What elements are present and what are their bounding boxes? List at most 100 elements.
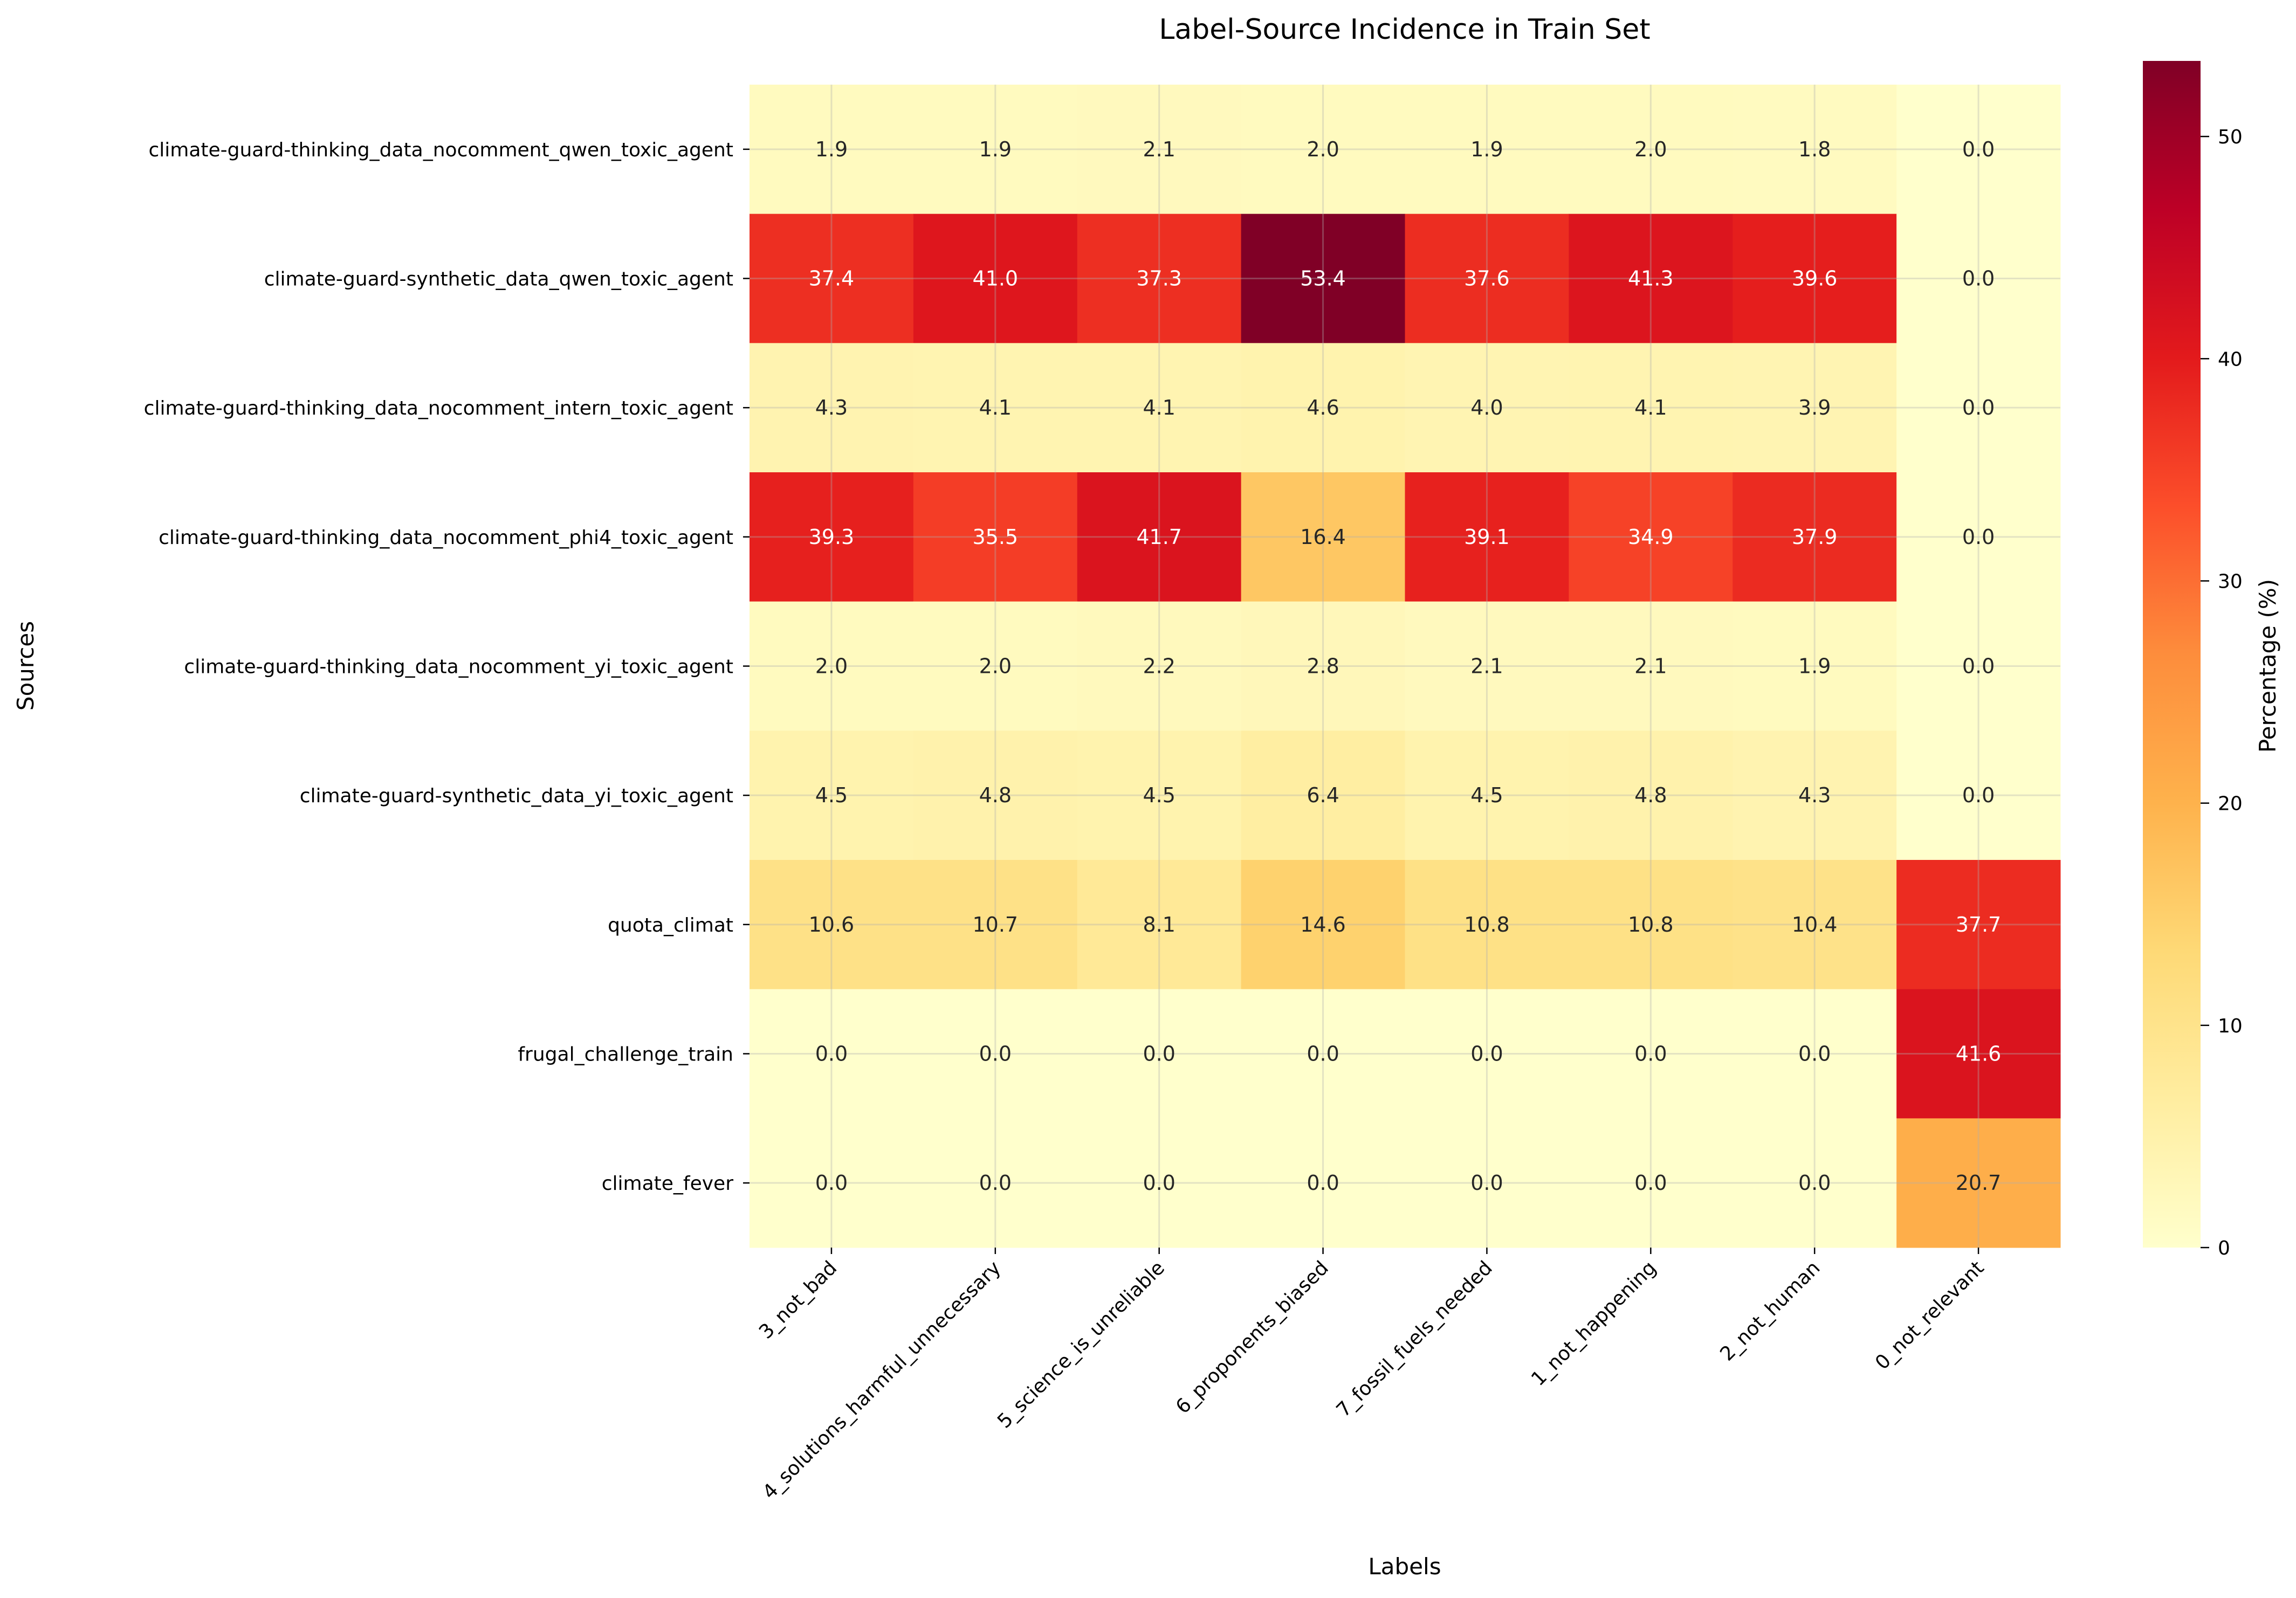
x-tick-label: 5_science_is_unreliable [993,1257,1169,1432]
cell-value-label: 39.3 [809,525,855,549]
cell-value-label: 37.9 [1792,525,1838,549]
heatmap-cell [1241,343,1405,473]
cell-value-label: 14.6 [1300,913,1346,936]
heatmap-cells [750,85,2061,1248]
cell-value-label: 0.0 [979,1042,1012,1066]
heatmap-cell [1077,860,1242,990]
heatmap-cell [1896,213,2061,343]
colorbar-label: Percentage (%) [2254,579,2281,753]
heatmap-cell [750,731,914,860]
heatmap-cell [1077,1118,1242,1248]
cell-value-label: 37.3 [1136,267,1182,291]
cell-value-label: 3.9 [1798,396,1831,419]
heatmap-cell [913,860,1078,990]
heatmap-cell [1733,989,1897,1119]
cell-value-label: 39.1 [1464,525,1510,549]
heatmap-cell [1896,989,2061,1119]
heatmap-cell [1405,860,1569,990]
heatmap-cell [1241,85,1405,215]
cell-value-label: 0.0 [1798,1171,1831,1195]
cell-value-label: 37.6 [1464,267,1510,291]
heatmap-cell [1733,1118,1897,1248]
cell-value-label: 1.9 [1470,137,1503,161]
cell-value-label: 16.4 [1300,525,1346,549]
cell-value-label: 0.0 [1962,655,1995,678]
chart-title: Label-Source Incidence in Train Set [1159,13,1650,46]
cell-value-label: 2.0 [1634,137,1667,161]
cell-value-label: 0.0 [1962,783,1995,807]
cell-value-label: 10.6 [809,913,855,936]
heatmap-cell [1241,472,1405,602]
grid-lines [750,85,2060,1248]
heatmap-cell [1405,213,1569,343]
colorbar-tick-label: 40 [2218,348,2243,370]
heatmap-cell [1569,472,1733,602]
heatmap-cell [913,989,1078,1119]
heatmap-cell [1241,731,1405,860]
cell-value-label: 2.0 [815,655,848,678]
heatmap-cell [1569,213,1733,343]
cell-value-label: 0.0 [1962,137,1995,161]
heatmap-cell [1569,731,1733,860]
heatmap-cell [1077,472,1242,602]
y-tick-label: climate_fever [602,1173,733,1195]
heatmap-cell [1569,989,1733,1119]
cell-value-label: 4.5 [1143,783,1175,807]
heatmap-cell [1733,343,1897,473]
cell-value-label: 2.2 [1143,655,1175,678]
heatmap-cell [1569,343,1733,473]
cell-value-label: 10.8 [1628,913,1674,936]
heatmap-cell [1405,601,1569,731]
colorbar-tick-label: 30 [2218,570,2243,593]
x-tick-label: 6_proponents_biased [1172,1257,1333,1418]
heatmap-cell [1896,343,2061,473]
y-tick-label: climate-guard-thinking_data_nocomment_yi… [184,656,733,678]
y-axis-label: Sources [12,621,39,711]
heatmap-cell [1077,343,1242,473]
cell-value-label: 10.4 [1792,913,1838,936]
heatmap-cell [1241,601,1405,731]
colorbar-tick-label: 10 [2218,1015,2243,1037]
cell-value-label: 0.0 [1470,1171,1503,1195]
cell-value-label: 1.9 [815,137,848,161]
heatmap-cell [750,213,914,343]
cell-value-label: 2.0 [979,655,1012,678]
y-tick-label: climate-guard-thinking_data_nocomment_ph… [159,527,733,549]
heatmap-cell [1241,860,1405,990]
cell-value-label: 2.0 [1307,137,1339,161]
heatmap-cell [1733,85,1897,215]
cell-value-label: 2.1 [1470,655,1503,678]
heatmap-cell [1896,601,2061,731]
cell-value-label: 4.6 [1307,396,1339,419]
heatmap-cell [1569,860,1733,990]
heatmap-cell [1733,213,1897,343]
cell-value-label: 41.7 [1136,525,1182,549]
cell-value-label: 4.0 [1470,396,1503,419]
colorbar-tick-label: 20 [2218,793,2243,815]
cell-value-label: 0.0 [815,1042,848,1066]
x-axis-label: Labels [1368,1553,1441,1580]
cell-value-label: 0.0 [979,1171,1012,1195]
heatmap-cell [1405,1118,1569,1248]
heatmap-cell [913,85,1078,215]
heatmap-cell [1077,989,1242,1119]
colorbar-tick-label: 0 [2218,1237,2230,1259]
heatmap-cell [1405,343,1569,473]
cell-value-label: 0.0 [1962,525,1995,549]
cell-value-label: 1.9 [979,137,1012,161]
cell-value-label: 4.1 [979,396,1012,419]
heatmap-cell [1896,731,2061,860]
cell-value-label: 4.5 [1470,783,1503,807]
cell-value-label: 0.0 [1143,1042,1175,1066]
cell-value-label: 34.9 [1628,525,1674,549]
cell-value-label: 0.0 [1634,1042,1667,1066]
y-tick-label: climate-guard-synthetic_data_yi_toxic_ag… [300,785,733,807]
y-tick-label: climate-guard-thinking_data_nocomment_qw… [148,139,733,161]
cell-value-label: 39.6 [1792,267,1838,291]
cell-value-label: 6.4 [1307,783,1339,807]
cell-value-label: 0.0 [1143,1171,1175,1195]
heatmap-cell [1241,213,1405,343]
cell-value-label: 4.5 [815,783,848,807]
y-tick-label: frugal_challenge_train [518,1044,733,1066]
